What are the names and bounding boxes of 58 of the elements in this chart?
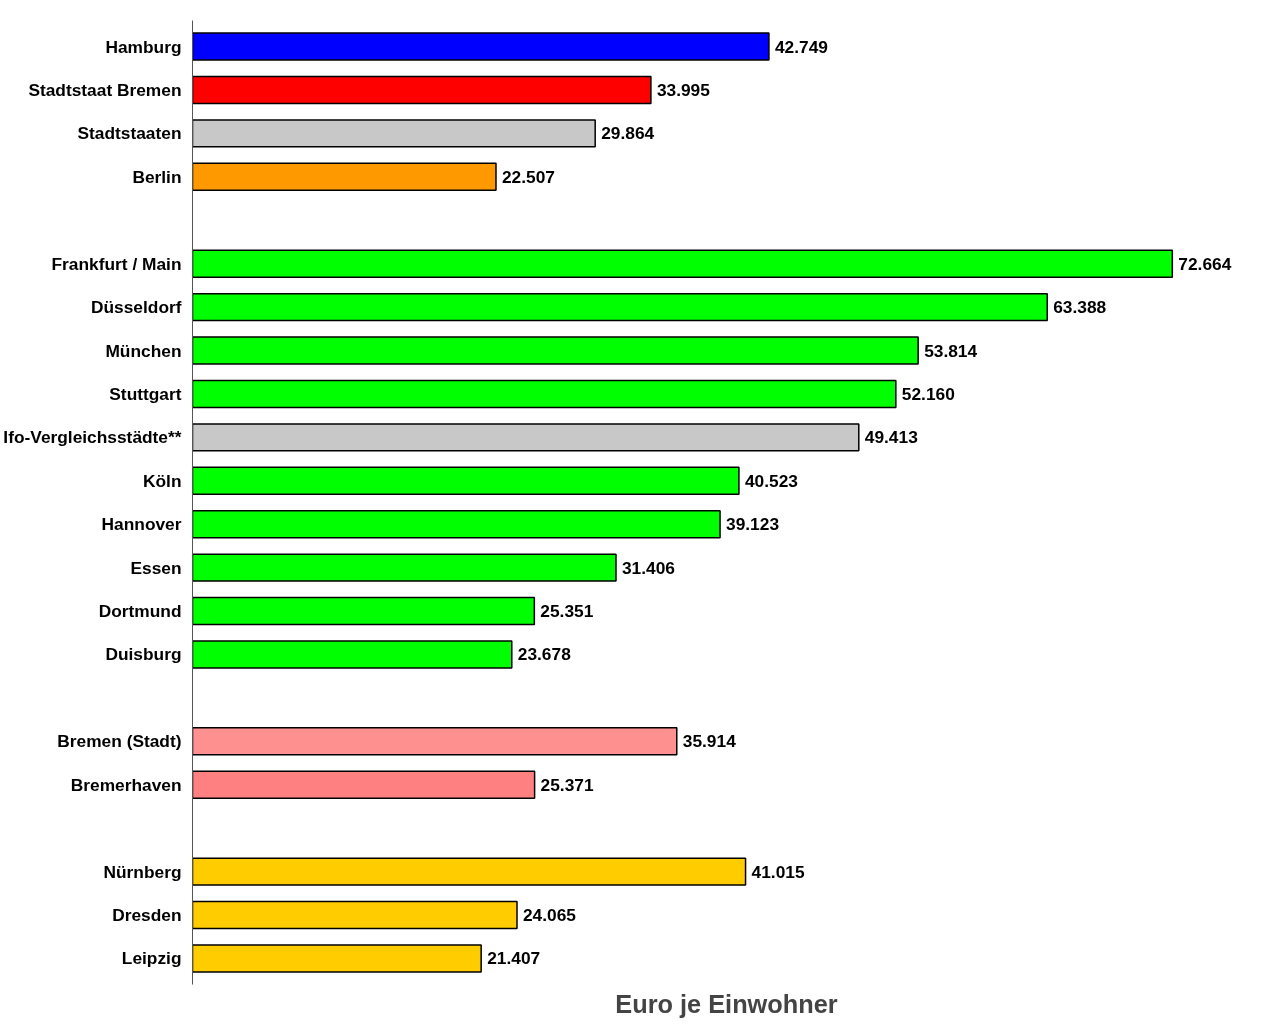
data-label: 72.664 — [1178, 253, 1232, 274]
bar — [192, 423, 860, 452]
data-label: 49.413 — [864, 427, 919, 448]
bar — [192, 292, 1048, 322]
bar — [192, 770, 536, 799]
y-tick-label: Bremen (Stadt) — [57, 731, 182, 752]
bar — [192, 379, 897, 409]
data-label: 33.995 — [656, 79, 711, 100]
bar — [192, 596, 536, 626]
data-label: 29.864 — [601, 123, 655, 144]
y-tick-label: Düsseldorf — [90, 297, 182, 318]
bar — [192, 249, 1174, 278]
y-tick-label: Ifo-Vergleichsstädte** — [3, 427, 182, 448]
y-tick-label: Frankfurt / Main — [51, 253, 182, 274]
bar — [192, 553, 617, 582]
bar — [192, 336, 919, 365]
data-label: 35.914 — [682, 731, 737, 752]
y-tick-label: Hamburg — [105, 36, 182, 57]
data-label: 31.406 — [621, 557, 676, 578]
y-tick-label: Stadtstaat Bremen — [28, 79, 182, 100]
data-label: 42.749 — [774, 36, 828, 57]
y-tick-label: München — [105, 340, 182, 361]
bar — [192, 944, 482, 973]
y-tick-label: Hannover — [101, 514, 182, 535]
bar — [192, 857, 747, 886]
data-label: 25.371 — [540, 774, 594, 795]
data-label: 53.814 — [924, 340, 978, 361]
y-tick-label: Köln — [143, 470, 182, 491]
y-tick-label: Stuttgart — [109, 383, 182, 404]
y-tick-label: Dresden — [112, 905, 182, 926]
y-tick-label: Berlin — [132, 166, 182, 187]
data-label: 41.015 — [751, 861, 805, 882]
y-tick-label: Nürnberg — [103, 861, 182, 882]
y-tick-label: Stadtstaaten — [77, 123, 182, 144]
bar — [192, 900, 518, 930]
data-label: 40.523 — [744, 470, 799, 491]
y-tick-label: Essen — [130, 557, 182, 578]
y-tick-label: Leipzig — [121, 948, 182, 969]
bar — [192, 466, 740, 495]
data-label: 21.407 — [487, 948, 541, 969]
data-label: 63.388 — [1053, 297, 1107, 318]
data-label: 23.678 — [517, 644, 572, 665]
y-tick-label: Dortmund — [98, 601, 182, 622]
data-label: 52.160 — [901, 383, 955, 404]
bar — [192, 32, 770, 61]
y-tick-label: Duisburg — [105, 644, 182, 665]
data-label: 24.065 — [523, 905, 577, 926]
x-axis-title: Euro je Einwohner — [615, 989, 838, 1018]
data-label: 39.123 — [726, 514, 780, 535]
bar — [192, 162, 497, 192]
bar — [192, 75, 652, 105]
y-tick-label: Bremerhaven — [70, 774, 182, 795]
bar — [192, 510, 721, 539]
data-label: 25.351 — [540, 601, 594, 622]
data-label: 22.507 — [501, 166, 555, 187]
bar — [192, 727, 678, 756]
bar — [192, 119, 596, 148]
bar — [192, 640, 513, 669]
